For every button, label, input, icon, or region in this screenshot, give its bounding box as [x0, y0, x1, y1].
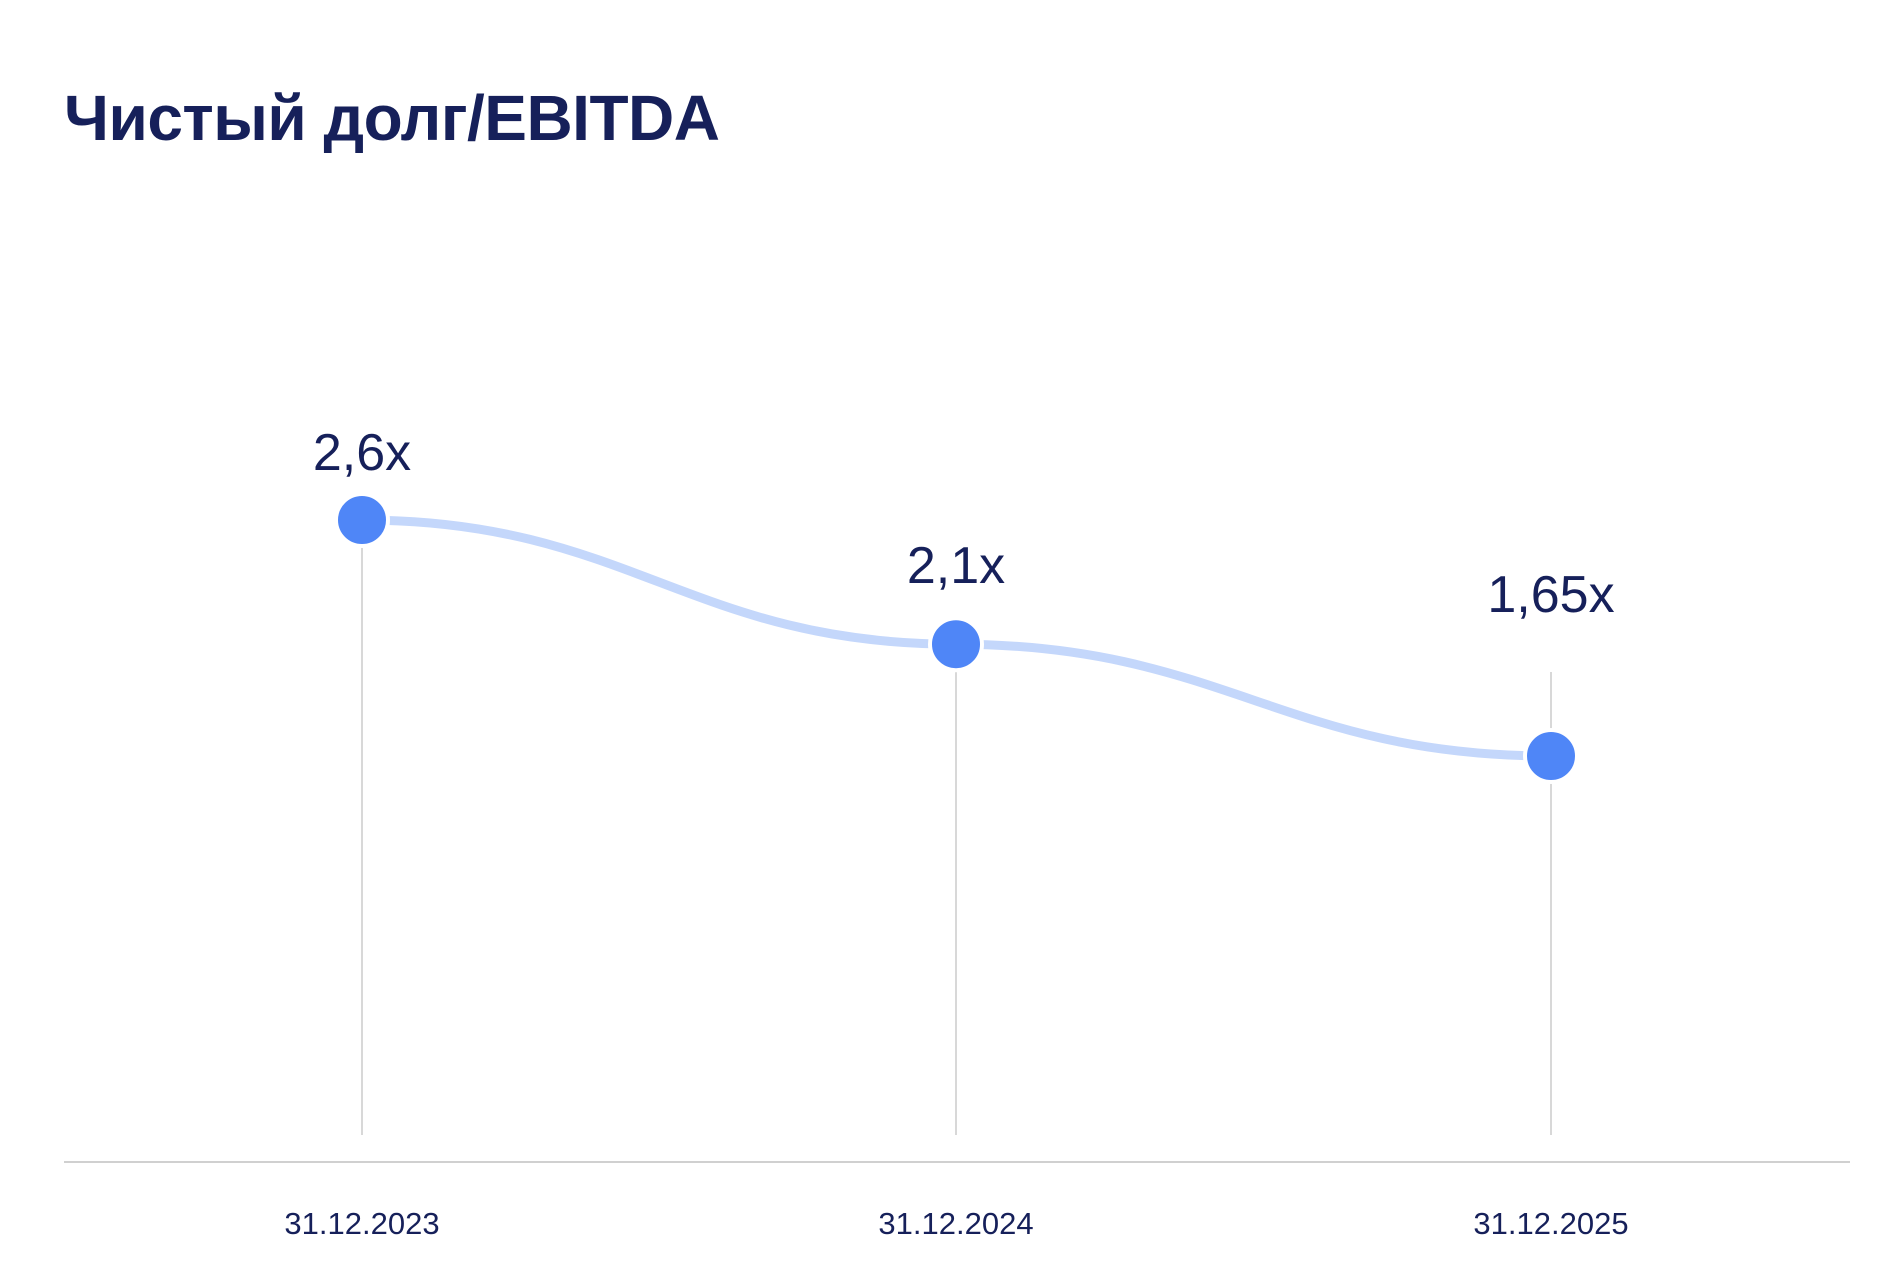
data-labels: 2,6x 2,1x 1,65x: [313, 424, 1615, 624]
x-tick-label-2: 31.12.2024: [878, 1206, 1033, 1241]
data-label-3: 1,65x: [1487, 566, 1614, 624]
data-label-2: 2,1x: [907, 537, 1005, 595]
data-point-2: [928, 616, 984, 673]
series-line: [100, 515, 1556, 761]
data-point-3: [1523, 727, 1579, 784]
x-tick-label-3: 31.12.2025: [1473, 1206, 1628, 1241]
x-axis-ticks: 31.12.2023 31.12.2024 31.12.2025: [284, 1206, 1628, 1241]
data-points: [334, 492, 1579, 784]
x-tick-label-1: 31.12.2023: [284, 1206, 439, 1241]
data-label-1: 2,6x: [313, 424, 411, 482]
data-point-1: [334, 492, 390, 548]
chart-title: Чистый долг/EBITDA: [64, 82, 720, 154]
